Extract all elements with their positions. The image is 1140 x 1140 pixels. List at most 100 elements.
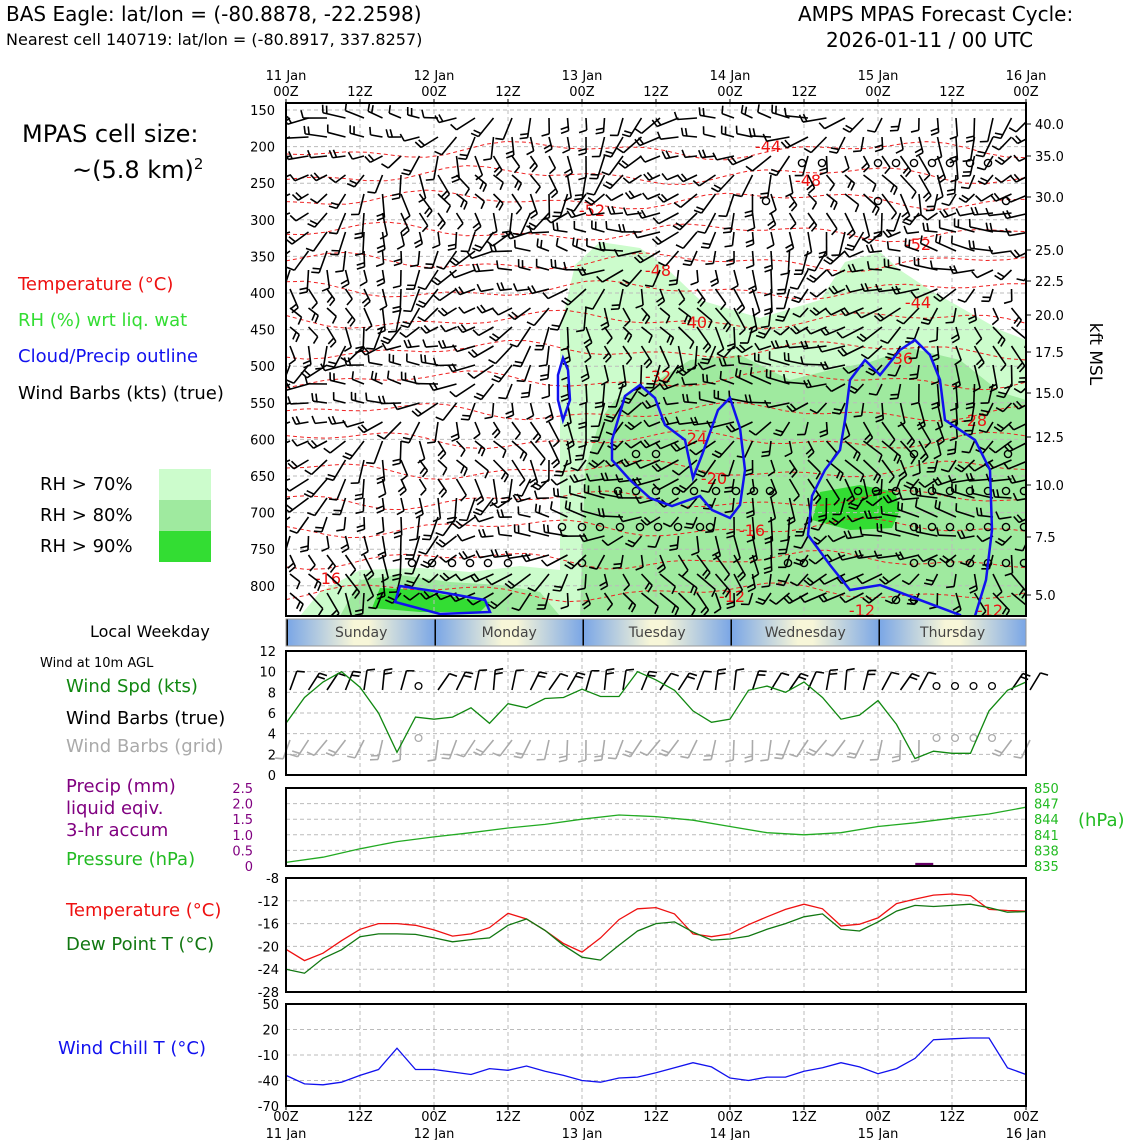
profile-wind-barb-feather [375, 530, 385, 535]
profile-wind-barb [788, 212, 797, 224]
calm-wind-circle [711, 486, 721, 496]
profile-wind-barb-feather [846, 495, 854, 502]
profile-wind-barb-feather [634, 128, 643, 135]
profile-wind-barb-feather [925, 578, 934, 583]
profile-wind-barb-feather [451, 437, 460, 442]
profile-wind-barb [955, 592, 962, 611]
profile-wind-barb [989, 478, 1012, 483]
profile-wind-barb-feather [527, 286, 533, 294]
profile-wind-barb [1015, 176, 1026, 183]
profile-wind-barb-feather [882, 230, 889, 238]
profile-wind-barb [529, 155, 538, 167]
profile-wind-barb [684, 155, 698, 159]
profile-wind-barb [968, 174, 976, 189]
profile-wind-barb-feather [300, 110, 304, 119]
profile-wind-barb [584, 573, 587, 589]
profile-wind-barb-feather [460, 199, 465, 208]
isotherm-line [286, 370, 1026, 391]
profile-wind-barb-feather [810, 224, 818, 232]
profile-wind-barb-feather [924, 582, 933, 586]
profile-wind-barb [751, 250, 755, 266]
wind-grid-barb-feather [607, 757, 617, 760]
profile-wind-barb [493, 440, 507, 451]
profile-wind-barb-feather [954, 359, 962, 366]
profile-wind-barb-feather [909, 377, 918, 380]
profile-wind-barb-feather [363, 300, 371, 308]
profile-wind-barb-feather [651, 465, 659, 472]
profile-wind-barb [648, 421, 661, 428]
profile-wind-barb-feather [420, 326, 427, 334]
profile-wind-barb [308, 573, 322, 585]
wind-true-barb [511, 670, 517, 691]
profile-wind-barb-feather [946, 188, 956, 192]
profile-wind-barb [455, 421, 460, 439]
profile-wind-barb-feather [675, 244, 684, 250]
profile-wind-barb-feather [432, 357, 437, 366]
profile-wind-barb-feather [873, 315, 881, 322]
profile-wind-barb-feather [435, 541, 443, 548]
profile-wind-barb [899, 136, 904, 150]
profile-wind-barb [716, 155, 735, 161]
profile-wind-barb-feather [705, 262, 714, 265]
profile-wind-barb [770, 231, 775, 246]
profile-wind-barb-feather [679, 367, 687, 374]
profile-wind-barb [437, 478, 448, 492]
profile-wind-barb [992, 307, 1000, 320]
profile-wind-barb-feather [299, 287, 308, 291]
profile-wind-barb [998, 136, 1013, 151]
wind-true-barb [400, 670, 408, 691]
profile-wind-barb-feather [605, 431, 614, 436]
profile-wind-barb [639, 497, 661, 505]
profile-wind-barb-feather [933, 454, 942, 460]
profile-wind-barb-feather [323, 447, 331, 454]
profile-wind-barb-feather [738, 369, 742, 379]
profile-wind-barb-feather [946, 452, 956, 456]
profile-wind-barb-feather [828, 287, 835, 295]
profile-wind-barb-feather [309, 564, 316, 572]
profile-wind-barb-feather [861, 238, 870, 244]
profile-wind-barb [660, 440, 679, 450]
profile-wind-barb-feather [639, 155, 646, 163]
profile-wind-barb-feather [602, 241, 606, 251]
profile-wind-barb-feather [803, 579, 811, 586]
profile-wind-barb [326, 269, 331, 289]
profile-wind-barb-feather [472, 263, 477, 272]
profile-wind-barb-feather [643, 516, 651, 524]
profile-wind-barb-feather [578, 148, 587, 152]
profile-wind-barb [400, 459, 409, 476]
profile-wind-barb-feather [568, 501, 572, 511]
profile-wind-barb-feather [386, 370, 390, 379]
profile-wind-barb-feather [761, 454, 770, 458]
profile-wind-barb-feather [615, 474, 620, 483]
profile-wind-barb [517, 497, 531, 503]
profile-wind-barb-feather [491, 378, 500, 383]
profile-wind-barb-feather [473, 514, 480, 523]
profile-wind-barb-feather [877, 312, 885, 320]
profile-wind-barb-feather [860, 353, 869, 360]
pressure-tick-label: 700 [250, 507, 275, 522]
profile-wind-barb-feather [534, 503, 538, 512]
profile-wind-barb-feather [991, 318, 999, 326]
profile-wind-barb-feather [739, 344, 746, 351]
profile-wind-barb [389, 361, 402, 366]
profile-wind-barb [920, 242, 938, 252]
wind-true-barb-feather [465, 671, 474, 675]
profile-wind-barb [628, 174, 642, 184]
profile-wind-barb-feather [560, 129, 569, 135]
profile-wind-barb [987, 117, 994, 142]
profile-wind-barb-feather [1012, 402, 1020, 410]
profile-wind-barb-feather [697, 149, 703, 158]
profile-wind-barb-feather [623, 458, 630, 466]
profile-wind-barb-feather [438, 539, 447, 546]
profile-wind-barb-feather [722, 231, 732, 234]
profile-wind-barb-feather [403, 339, 408, 348]
profile-wind-barb-feather [434, 150, 443, 156]
profile-wind-barb [363, 250, 366, 267]
wind-grid-barb-feather [594, 755, 603, 758]
calm-wind-circle [945, 158, 955, 168]
profile-wind-barb-feather [624, 191, 632, 200]
profile-wind-barb [897, 117, 902, 131]
profile-wind-barb [933, 459, 939, 472]
kft-tick-label: 30.0 [1035, 191, 1064, 206]
profile-wind-barb-feather [392, 458, 401, 462]
